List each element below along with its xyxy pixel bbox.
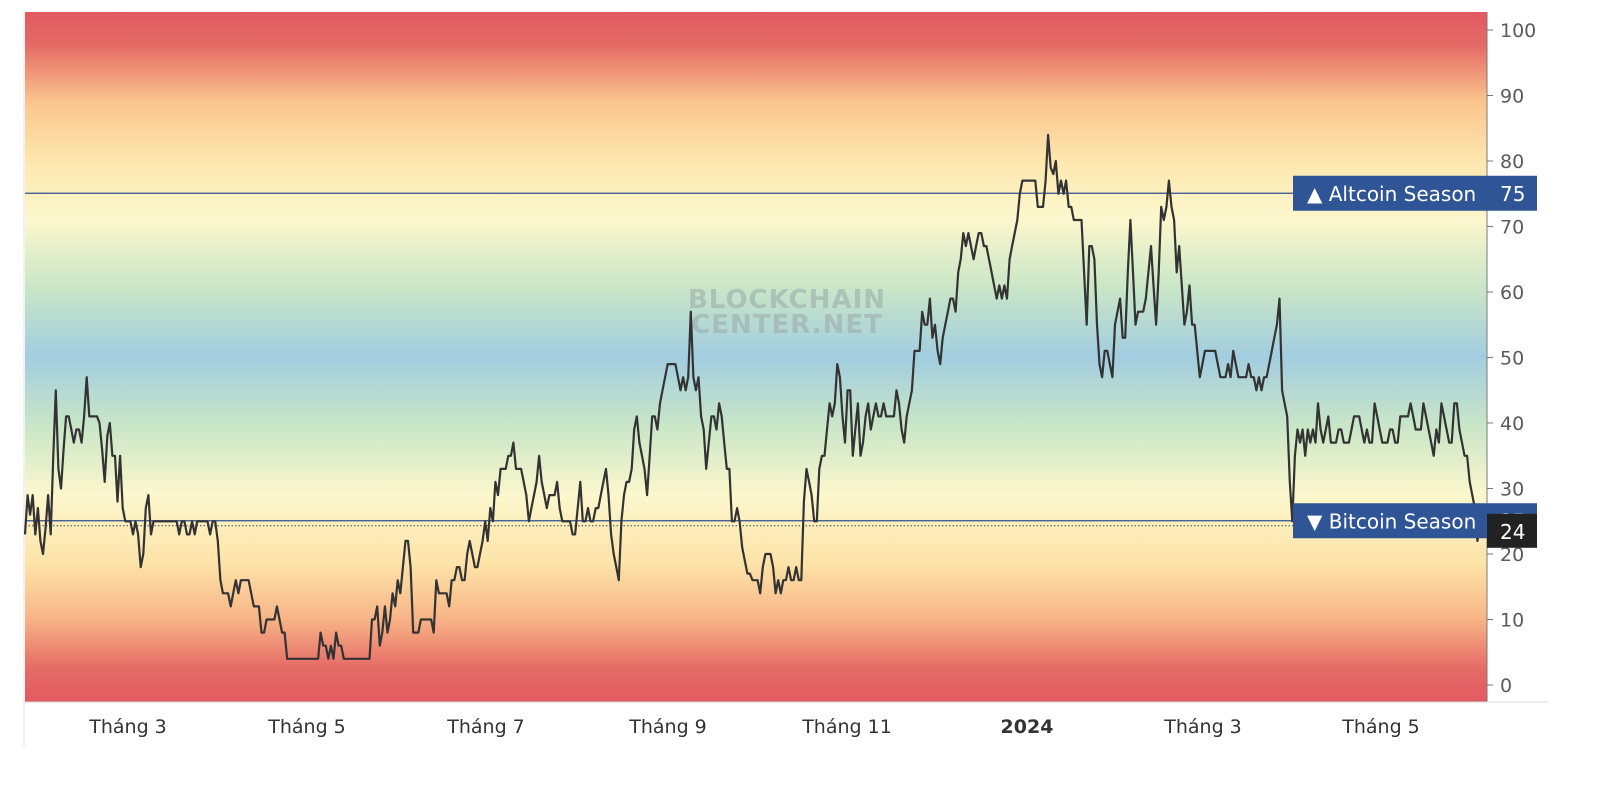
threshold-badge-label: ▼ Bitcoin Season (1307, 509, 1476, 533)
y-tick-label: 70 (1500, 217, 1524, 239)
watermark-line-1: BLOCKCHAIN (688, 285, 886, 315)
series-line (23, 133, 1482, 660)
threshold-badge-label: ▲ Altcoin Season (1307, 182, 1476, 206)
threshold-lines (25, 192, 1487, 527)
y-tick-label: 0 (1500, 675, 1512, 697)
current-value-label: 24 (1500, 520, 1525, 544)
y-tick-label: 50 (1500, 348, 1524, 370)
x-axis-label: Tháng 9 (628, 716, 707, 738)
threshold-badge (1293, 175, 1537, 211)
watermark-line-2: CENTER.NET (691, 310, 883, 340)
x-axis-label: Tháng 5 (1341, 716, 1420, 738)
y-tick-label: 60 (1500, 282, 1524, 304)
x-axis-label: Tháng 3 (88, 716, 167, 738)
y-tick-label: 90 (1500, 86, 1524, 108)
x-axis-label: Tháng 3 (1163, 716, 1242, 738)
x-axis-label: 2024 (1001, 716, 1054, 738)
y-tick-label: 20 (1500, 544, 1524, 566)
threshold-badge-value: 75 (1500, 182, 1525, 206)
x-axis-label: Tháng 5 (267, 716, 346, 738)
y-tick-label: 10 (1500, 610, 1524, 632)
y-tick-label: 30 (1500, 479, 1524, 501)
y-tick-label: 40 (1500, 413, 1524, 435)
x-axis-label: Tháng 7 (446, 716, 525, 738)
y-axis-ticks: 0 10 20 30 40 50 60 70 80 90 100 (1487, 20, 1536, 697)
plot-background (25, 12, 1487, 702)
y-tick-label: 100 (1500, 20, 1536, 42)
x-axis-labels: Tháng 3 Tháng 5 Tháng 7 Tháng 9 Tháng 11 2024… (88, 716, 1420, 738)
current-value-badge (1487, 513, 1537, 548)
x-axis-label: Tháng 11 (801, 716, 892, 738)
y-tick-label: 80 (1500, 151, 1524, 173)
series-layer (23, 133, 1482, 660)
